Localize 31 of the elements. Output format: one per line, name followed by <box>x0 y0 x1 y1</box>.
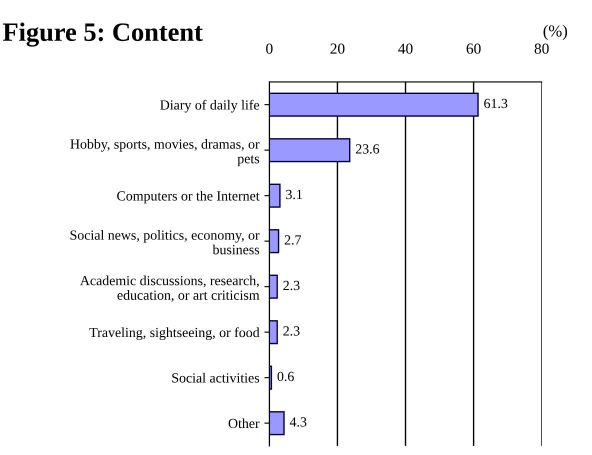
bar <box>269 92 479 117</box>
data-label: 3.1 <box>286 190 302 200</box>
bar <box>269 366 272 390</box>
x-tick-label: 60 <box>466 43 481 54</box>
bar <box>269 274 278 299</box>
x-tick-label: 80 <box>534 43 549 54</box>
data-label: 2.3 <box>283 326 300 336</box>
y-tick-label: Social activities <box>172 372 260 383</box>
bar <box>269 320 278 344</box>
data-label: 23.6 <box>356 144 380 154</box>
x-axis-title: (%) <box>544 24 568 40</box>
y-tick-label: Traveling, sightseeing, or food <box>90 327 260 340</box>
y-tick-label: Other <box>228 418 260 428</box>
bar <box>269 229 280 254</box>
x-tick-label: 0 <box>266 43 273 54</box>
y-tick-label: Hobby, sports, movies, dramas, or pets <box>70 139 260 166</box>
data-label: 2.3 <box>283 280 300 290</box>
data-label: 2.7 <box>284 235 302 245</box>
data-label: 4.3 <box>290 417 306 427</box>
data-label: 61.3 <box>484 98 508 108</box>
y-tick-label: Diary of daily life <box>160 100 260 113</box>
y-tick-label: Computers or the Internet <box>117 190 260 204</box>
x-tick-label: 40 <box>398 43 413 54</box>
data-label: 0.6 <box>277 372 294 382</box>
bar <box>269 138 350 162</box>
bar <box>269 411 285 436</box>
x-tick-label: 20 <box>330 43 344 54</box>
y-tick-label: Academic discussions, research, education, or art criticism <box>80 276 260 302</box>
y-tick-label: Social news, politics, economy, or business <box>70 230 260 254</box>
chart-title: Figure 5: Content <box>2 22 203 47</box>
bar <box>269 184 281 208</box>
